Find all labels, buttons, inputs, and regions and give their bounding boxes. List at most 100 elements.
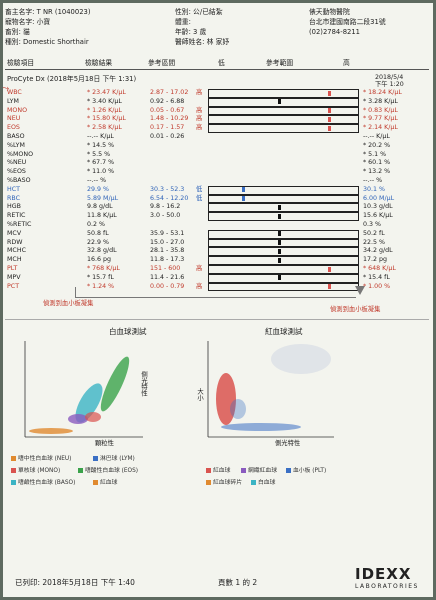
doctor-name: 醫師姓名: 林 家妤 [175,38,230,46]
row-name: MPV [7,273,21,281]
row-flag: 低 [196,185,203,193]
rbc-scatter-plot [207,341,334,438]
range-marker [278,99,281,105]
row-ref: 0.92 - 6.88 [150,97,185,105]
row-name: %RETIC [7,221,32,228]
rbc-plot-title: 紅血球測試 [265,327,303,336]
row-name: %NEU [7,159,27,167]
wbc-dots [271,344,331,374]
row-name: RDW [7,238,23,246]
row-value: 29.9 % [87,185,110,193]
row-prev-value: * 15.4 fL [363,273,390,281]
row-flag: 高 [196,282,203,290]
range-marker [278,240,281,246]
rbc-xlabel: 側光特性 [275,440,301,447]
rbc-ghost-cluster [29,428,73,434]
row-prev-value: --.-- K/μL [363,133,390,140]
row-value: --.-- K/μL [87,133,114,140]
prev-date: 2018/5/4 [375,74,404,81]
pen-mark-icon: ⤳ [3,84,10,94]
legend-lym: 淋巴球 (LYM) [93,453,135,462]
wbc-scatter-plot [24,341,143,438]
clinic-name: 俵天動物醫院 [309,8,350,16]
row-value: 16.6 pg [87,256,112,264]
plt-note-bracket [75,287,356,298]
row-prev-value: * 1.00 % [363,282,391,290]
range-marker [278,213,281,219]
mono-cluster [85,412,101,422]
row-ref: 0.05 - 0.67 [150,106,185,114]
row-flag: 高 [196,106,203,114]
legend-mono: 單核球 (MONO) [11,465,60,474]
row-prev-value: * 3.28 K/μL [363,97,398,105]
section-divider [5,319,429,320]
row-value: * 15.7 fL [87,273,114,281]
row-prev-value: * 0.83 K/μL [363,106,398,114]
plt-clump-note: 偵測到血小板凝集 [43,300,94,307]
row-prev-value: --.-- % [363,177,383,184]
row-name: NEU [7,115,21,123]
row-value: * 15.80 K/μL [87,115,126,123]
row-name: WBC [7,89,22,96]
grid-row [208,212,359,221]
row-ref: 11.4 - 21.6 [150,273,185,281]
legend-baso: 嗜鹼性白血球 (BASO) [11,477,75,486]
species: 畜別: 貓 [5,28,30,36]
breed: 種別: Domestic Shorthair [5,38,89,46]
row-name: %BASO [7,177,31,184]
row-name: RETIC [7,212,26,220]
owner-name: 畜主名字: T NR (1040023) [5,8,91,16]
rbc-ylabel: 大小 [196,388,203,401]
row-name: MCH [7,256,22,264]
plt-cluster [221,423,301,431]
range-marker [278,257,281,263]
row-value: * 14.5 % [87,141,115,149]
legend-neu: 嗜中性白血球 (NEU) [11,453,71,462]
range-marker [278,275,281,281]
header-divider [5,69,429,70]
row-ref: 30.3 - 52.3 [150,185,185,193]
plt-note-arrow [355,286,365,295]
neu-cluster [75,383,103,423]
row-flag: 高 [196,89,203,96]
row-prev-value: * 20.2 % [363,141,391,149]
row-ref: 2.87 - 17.02 [150,89,189,96]
lab-report-page: 畜主名字: T NR (1040023) 寵物名字: 小寶 畜別: 貓 種別: … [3,3,433,597]
row-name: %MONO [7,150,34,158]
legend-retic: 網織紅血球 [241,465,277,474]
row-ref: 151 - 600 [150,265,181,272]
row-value: 11.8 K/μL [87,212,117,220]
grid-row [208,106,359,116]
row-ref: 0.17 - 1.57 [150,124,185,132]
range-marker [278,231,281,237]
row-name: RBC [7,194,20,202]
row-prev-value: * 13.2 % [363,168,391,176]
row-prev-value: 34.2 g/dL [363,247,393,255]
prev-time: 下午 1:20 [375,81,404,88]
row-flag: 低 [196,194,203,202]
page-number: 頁數 1 的 2 [218,578,258,587]
row-value: * 11.0 % [87,168,115,176]
row-prev-value: 22.5 % [363,238,386,246]
retic-cluster [230,399,246,419]
grid-row [208,256,359,265]
row-value: * 5.5 % [87,150,111,158]
row-name: PLT [7,265,18,272]
row-prev-value: * 5.1 % [363,150,387,158]
grid-row [208,229,359,239]
row-value: * 1.26 K/μL [87,106,122,114]
row-name: BASO [7,133,25,140]
row-name: %EOS [7,168,26,176]
grid-row [208,265,359,274]
row-prev-value: 17.2 pg [363,256,388,264]
col-low: 低 [218,59,225,67]
clinic-address: 台北市建國南路二段31號 [309,18,386,26]
range-marker [328,90,331,96]
instrument-run: ProCyte Dx (2018年5月18日 下午 1:31) [7,75,137,83]
grid-row [208,124,359,133]
row-name: PCT [7,282,20,290]
legend-rbc: 紅血球 [93,477,117,486]
row-value: * 768 K/μL [87,265,120,272]
row-ref: 3.0 - 50.0 [150,212,181,220]
row-value: 0.2 % [87,221,105,228]
